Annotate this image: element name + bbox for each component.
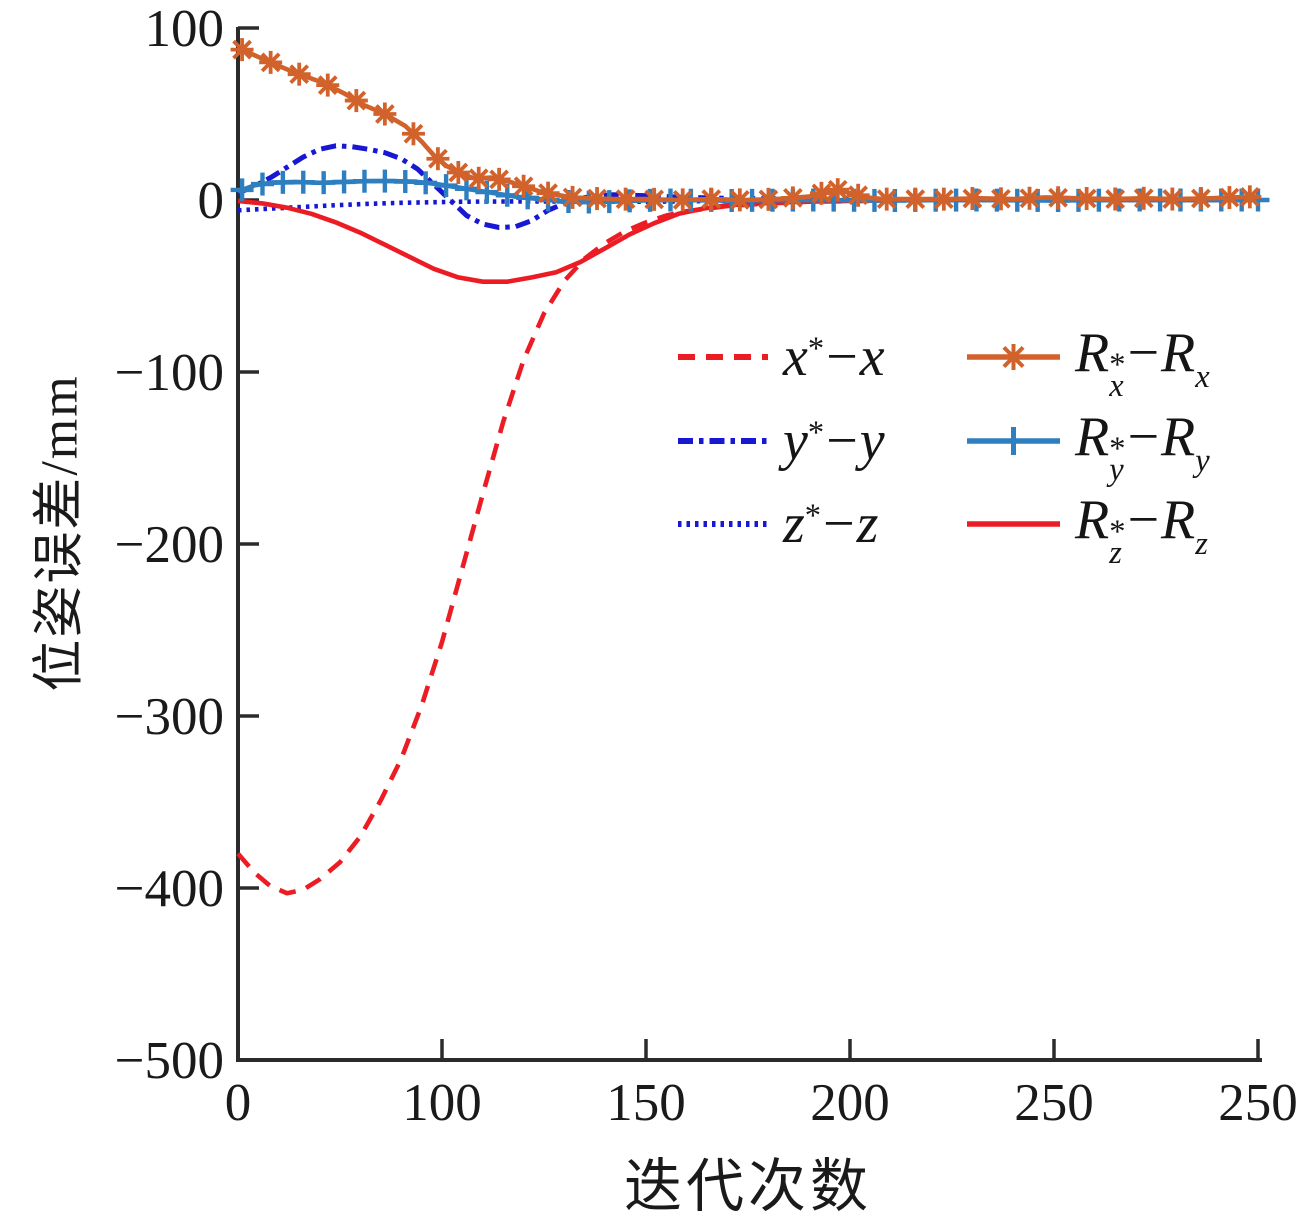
asterisk-marker <box>826 178 850 202</box>
series-Rz-error <box>237 197 1258 285</box>
asterisk-marker <box>536 181 560 205</box>
plus-marker <box>271 170 295 194</box>
asterisk-marker <box>467 166 491 190</box>
plus-marker <box>230 178 254 202</box>
plus-marker <box>393 170 417 194</box>
y-tick-label: −300 <box>115 688 224 746</box>
y-tick-label: −400 <box>115 860 224 918</box>
y-axis-title: 位姿误差/mm <box>31 374 89 692</box>
x-tick-label: 150 <box>606 1074 686 1132</box>
asterisk-marker <box>316 73 340 97</box>
asterisk-marker <box>1046 186 1070 210</box>
x-tick-label: 250 <box>1218 1074 1298 1132</box>
y-tick-label: −100 <box>115 344 224 402</box>
series-y-error <box>237 143 1258 230</box>
series-x-error <box>236 197 1258 896</box>
asterisk-marker <box>1217 186 1241 210</box>
asterisk-marker <box>728 188 752 212</box>
series-Rx-error-markers <box>230 38 1262 212</box>
asterisk-marker <box>1160 187 1184 211</box>
x-axis-title: 迭代次数 <box>623 1154 873 1219</box>
plus-marker <box>434 174 458 198</box>
asterisk-marker <box>756 187 780 211</box>
asterisk-marker <box>512 174 536 198</box>
y-tick-label: 100 <box>145 0 225 58</box>
y-tick-label: −200 <box>115 516 224 574</box>
asterisk-marker <box>932 187 956 211</box>
asterisk-marker <box>781 186 805 210</box>
asterisk-marker <box>446 160 470 184</box>
plus-marker <box>291 170 315 194</box>
plus-marker <box>332 170 356 194</box>
asterisk-marker <box>1132 186 1156 210</box>
plus-marker <box>352 169 376 193</box>
asterisk-marker <box>426 147 450 171</box>
asterisk-marker <box>585 187 609 211</box>
asterisk-marker <box>960 186 984 210</box>
asterisk-marker <box>1103 187 1127 211</box>
asterisk-marker <box>1018 186 1042 210</box>
asterisk-marker <box>903 187 927 211</box>
y-tick-label: 0 <box>198 172 225 230</box>
asterisk-marker <box>989 187 1013 211</box>
x-tick-label: 200 <box>810 1074 890 1132</box>
asterisk-marker <box>344 89 368 113</box>
asterisk-marker <box>487 167 511 191</box>
plus-marker <box>414 171 438 195</box>
asterisk-marker <box>809 181 833 205</box>
y-tick-label: −500 <box>115 1032 224 1090</box>
plus-marker <box>373 169 397 193</box>
x-tick-label: 250 <box>1014 1074 1094 1132</box>
plus-marker <box>250 172 274 196</box>
asterisk-marker <box>1189 186 1213 210</box>
asterisk-marker <box>846 183 870 207</box>
asterisk-marker <box>373 102 397 126</box>
asterisk-marker <box>401 122 425 146</box>
asterisk-marker <box>230 38 254 62</box>
x-tick-label: 100 <box>402 1074 482 1132</box>
asterisk-marker <box>1075 186 1099 210</box>
asterisk-marker <box>259 50 283 74</box>
plus-marker <box>312 171 336 195</box>
asterisk-marker <box>1238 185 1262 209</box>
asterisk-marker <box>287 62 311 86</box>
asterisk-marker <box>699 187 723 211</box>
asterisk-marker <box>642 187 666 211</box>
series-Rx-error <box>237 45 1259 203</box>
x-tick-label: 0 <box>225 1074 252 1132</box>
asterisk-marker <box>875 187 899 211</box>
asterisk-marker <box>614 187 638 211</box>
asterisk-marker <box>671 188 695 212</box>
asterisk-marker <box>561 185 585 209</box>
